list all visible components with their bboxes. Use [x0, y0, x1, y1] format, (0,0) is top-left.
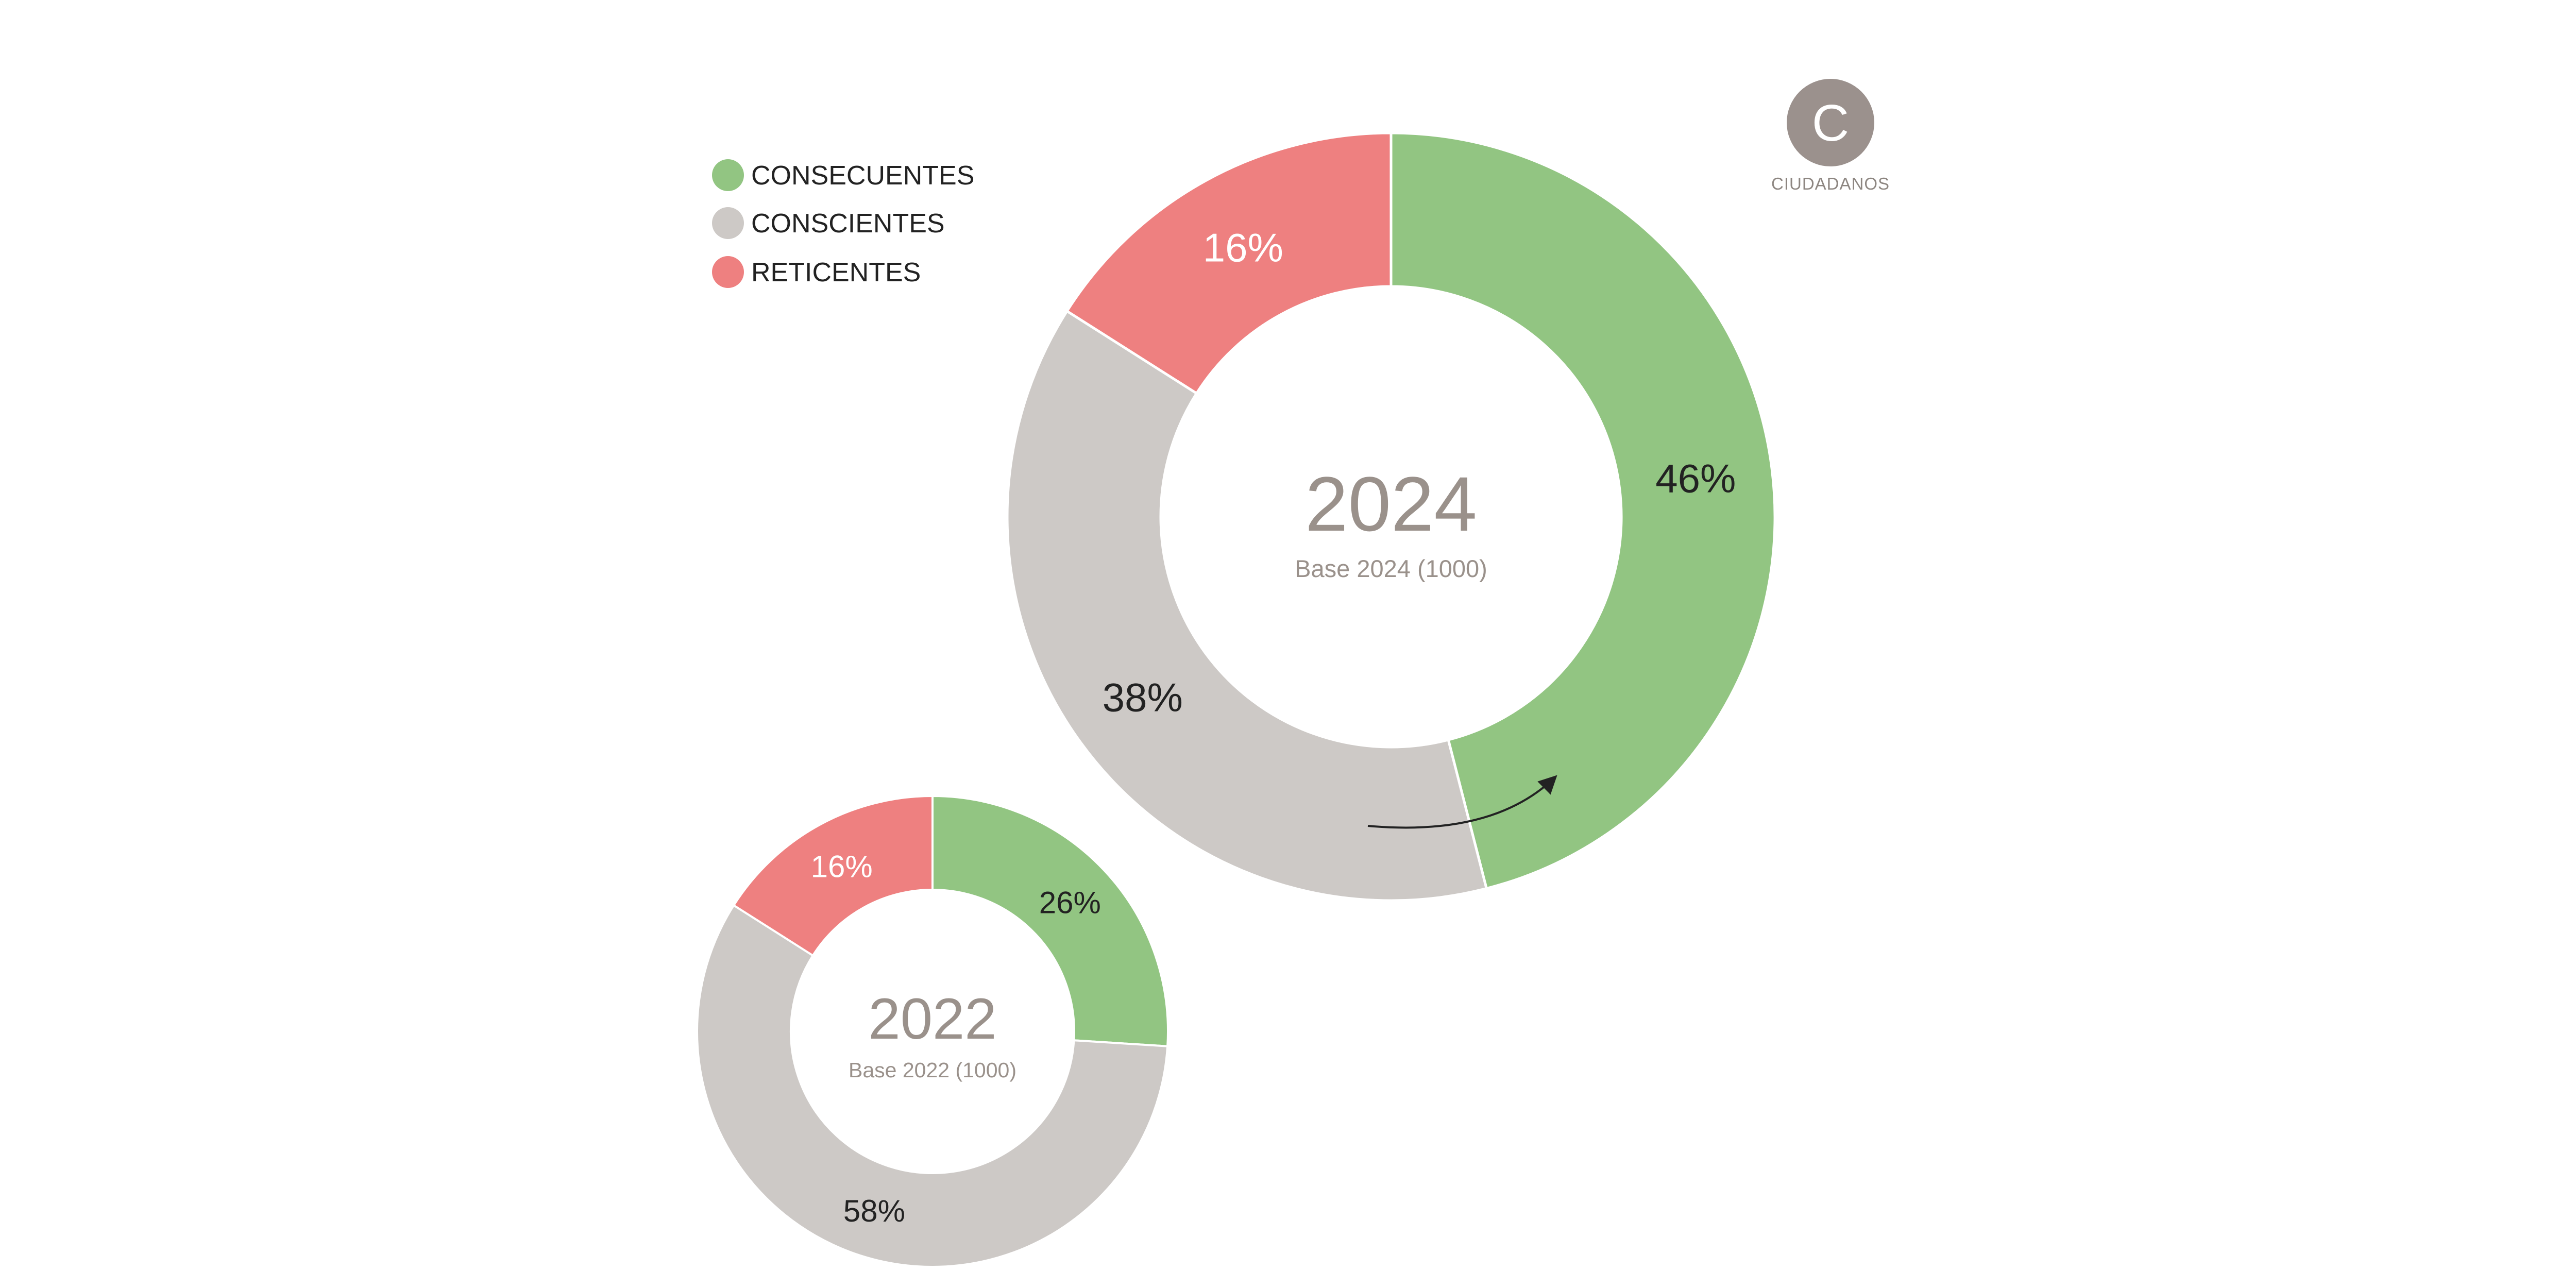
- donut-2022-slice-conscientes: [696, 904, 1169, 1268]
- donut-2024-center-year: 2024: [1305, 461, 1477, 547]
- legend-item-reticentes: RETICENTES: [712, 256, 921, 288]
- donut-2022-label-conscientes: 58%: [843, 1194, 905, 1228]
- donut-2024-slice-labels: 46% 38% 16%: [1103, 225, 1736, 720]
- legend-label-conscientes: CONSCIENTES: [751, 209, 945, 239]
- donut-2024-slice-conscientes: [1006, 309, 1488, 902]
- donut-2022-slice-consecuentes: [931, 794, 1169, 1047]
- donut-2022-label-consecuentes: 26%: [1039, 885, 1101, 920]
- donut-2022-slice-reticentes: [732, 794, 934, 957]
- donut-2024-slice-consecuentes: [1389, 131, 1776, 890]
- badge-letter: C: [1812, 94, 1849, 152]
- donut-2022-slices: [696, 794, 1169, 1268]
- donut-2024-label-reticentes: 16%: [1203, 225, 1283, 270]
- legend-item-conscientes: CONSCIENTES: [712, 207, 945, 239]
- legend-swatch-conscientes: [712, 207, 744, 239]
- donut-2024-slices: [1006, 131, 1776, 902]
- donut-2024-center-base: Base 2024 (1000): [1295, 555, 1487, 582]
- donut-2022: 26% 58% 16% 2022 Base 2022 (1000): [696, 794, 1169, 1268]
- legend-swatch-consecuentes: [712, 159, 744, 191]
- donut-2022-center-year: 2022: [868, 987, 996, 1051]
- legend-item-consecuentes: CONSECUENTES: [712, 159, 974, 191]
- ciudadanos-badge: C CIUDADANOS: [1771, 79, 1890, 193]
- donut-2024: 46% 38% 16% 2024 Base 2024 (1000): [1006, 131, 1776, 902]
- shift-arrow: [1367, 775, 1557, 829]
- legend-swatch-reticentes: [712, 256, 744, 288]
- badge-caption: CIUDADANOS: [1771, 174, 1890, 193]
- donut-2022-slice-labels: 26% 58% 16%: [811, 849, 1101, 1228]
- donut-2022-center-base: Base 2022 (1000): [849, 1058, 1016, 1082]
- donut-2024-label-conscientes: 38%: [1103, 674, 1183, 720]
- legend: CONSECUENTES CONSCIENTES RETICENTES: [712, 159, 974, 288]
- legend-label-reticentes: RETICENTES: [751, 258, 921, 287]
- donut-2024-label-consecuentes: 46%: [1655, 455, 1736, 501]
- legend-label-consecuentes: CONSECUENTES: [751, 161, 974, 191]
- donut-2022-label-reticentes: 16%: [811, 849, 873, 884]
- badge-circle: [1787, 79, 1874, 166]
- donut-2024-slice-reticentes: [1065, 131, 1393, 395]
